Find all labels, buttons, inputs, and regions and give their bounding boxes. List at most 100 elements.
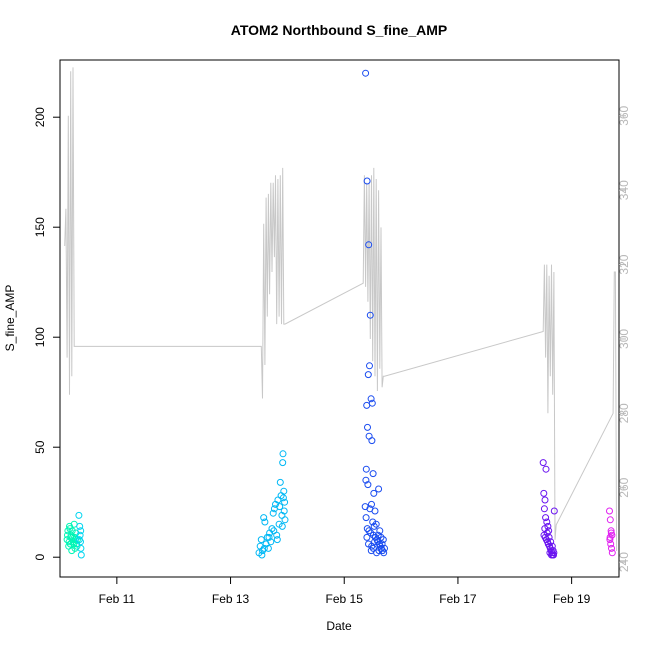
x-tick-label: Feb 11 [99, 592, 136, 606]
data-point [370, 531, 377, 539]
y-tick-label: 0 [33, 554, 47, 561]
data-point [257, 536, 265, 544]
x-tick-label: Feb 17 [439, 592, 477, 606]
data-point [363, 177, 371, 185]
data-point [76, 531, 84, 539]
data-point [547, 538, 555, 546]
data-point [541, 496, 549, 504]
data-point [377, 533, 385, 541]
x-tick-label: Feb 15 [326, 592, 364, 606]
data-point [369, 518, 377, 526]
data-point [280, 507, 288, 515]
data-point [362, 514, 370, 522]
data-point [279, 494, 287, 502]
data-point [260, 544, 268, 552]
series-2 [75, 511, 85, 559]
x-axis-label: Date [326, 619, 352, 633]
data-point [364, 423, 371, 431]
series-5 [539, 459, 558, 559]
data-point [550, 549, 558, 557]
data-point [276, 503, 284, 511]
data-point [366, 311, 374, 319]
points-layer [63, 69, 616, 559]
y2-tick-label: 360 [617, 105, 631, 125]
series-4 [361, 69, 388, 557]
data-point [543, 518, 551, 526]
data-point [75, 511, 83, 519]
y-axis: 0 50 100 150 200 [33, 107, 60, 561]
data-point [373, 549, 381, 557]
data-point [363, 533, 371, 541]
data-point [73, 542, 81, 550]
plot-frame [59, 59, 620, 578]
x-axis: Feb 11 Feb 13 Feb 15 Feb 17 Feb 19 [99, 577, 591, 606]
data-point [75, 536, 83, 544]
data-point [270, 527, 278, 535]
data-point [276, 478, 284, 486]
y2-tick-label: 340 [617, 180, 631, 200]
data-point [261, 518, 269, 526]
data-point [370, 522, 378, 530]
data-point [365, 241, 373, 249]
chart-title: ATOM2 Northbound S_fine_AMP [231, 22, 447, 38]
y-tick-label: 50 [33, 440, 47, 454]
data-point [362, 69, 370, 77]
data-point [542, 514, 550, 522]
data-point [541, 525, 549, 533]
data-point [279, 450, 287, 458]
data-point [265, 533, 273, 541]
data-point [542, 465, 550, 473]
y2-tick-label: 320 [617, 254, 631, 274]
data-point [279, 459, 287, 467]
data-point [77, 551, 85, 559]
data-point [376, 527, 384, 535]
y2-tick-label: 240 [617, 552, 631, 572]
data-point [364, 481, 372, 489]
data-point [267, 538, 275, 546]
data-point [606, 536, 614, 544]
data-point [362, 476, 370, 484]
data-point [280, 487, 288, 495]
data-point [365, 432, 373, 440]
data-point [365, 527, 373, 535]
data-point [281, 498, 289, 506]
data-point [371, 507, 379, 515]
secondary-y-axis: 240 260 280 300 320 340 360 [617, 105, 631, 572]
data-point [540, 489, 548, 497]
data-point [607, 529, 615, 537]
data-point [545, 533, 553, 541]
data-point [76, 522, 84, 530]
data-point [368, 500, 375, 508]
data-point [77, 544, 85, 552]
x-tick-label: Feb 13 [212, 592, 250, 606]
data-point [606, 516, 614, 524]
data-point [258, 551, 266, 559]
data-point [606, 507, 613, 515]
y2-tick-label: 280 [617, 403, 631, 423]
data-point [363, 401, 371, 409]
data-point [372, 520, 380, 528]
data-point [607, 527, 615, 535]
data-point [269, 509, 277, 517]
series-3 [255, 450, 289, 559]
x-tick-label: Feb 19 [553, 592, 591, 606]
data-point [369, 470, 377, 478]
secondary-line-layer [64, 67, 618, 552]
y2-tick-label: 300 [617, 329, 631, 349]
y-tick-label: 150 [33, 217, 47, 237]
data-point [364, 371, 372, 379]
data-point [363, 525, 371, 533]
data-point [548, 542, 556, 550]
data-point [608, 549, 616, 557]
data-point [546, 549, 554, 557]
data-point [268, 525, 276, 533]
data-point [278, 522, 286, 530]
secondary-series-line [64, 67, 618, 552]
series-6 [606, 507, 616, 557]
data-point [77, 527, 85, 535]
data-point [608, 544, 615, 552]
data-point [366, 362, 373, 370]
data-point [368, 437, 376, 445]
y-tick-label: 100 [33, 327, 47, 347]
